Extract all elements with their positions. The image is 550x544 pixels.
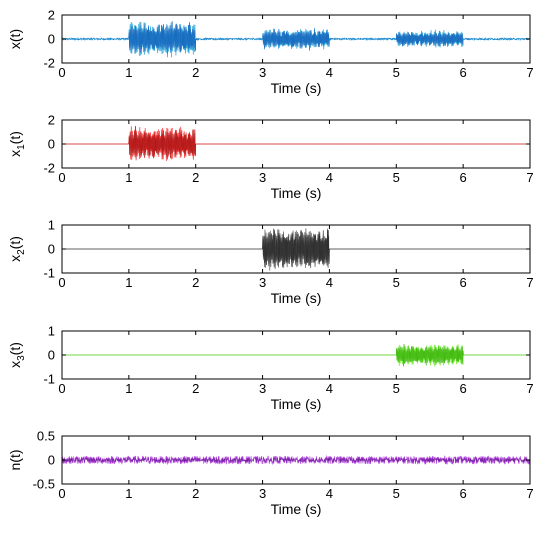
x-tick-label: 0	[58, 170, 65, 185]
x-tick-label: 0	[58, 65, 65, 80]
x-tick-label: 1	[125, 170, 132, 185]
y-tick-label: -1	[43, 266, 55, 281]
x-tick-label: 4	[326, 381, 333, 396]
y-tick-label: 0	[48, 242, 55, 257]
x-tick-label: 1	[125, 275, 132, 290]
x-tick-label: 7	[526, 381, 533, 396]
x-tick-label: 0	[58, 275, 65, 290]
y-tick-label: 1	[48, 324, 55, 339]
x-tick-label: 5	[393, 381, 400, 396]
x-tick-label: 2	[192, 486, 199, 501]
x-tick-label: 0	[58, 486, 65, 501]
x-tick-label: 6	[460, 65, 467, 80]
y-tick-label: 1	[48, 218, 55, 233]
x-tick-label: 6	[460, 381, 467, 396]
signal-series-2	[62, 125, 530, 162]
y-tick-label: -1	[43, 372, 55, 387]
x-tick-label: 6	[460, 170, 467, 185]
x-axis-title: Time (s)	[271, 185, 322, 201]
x-tick-label: 5	[393, 65, 400, 80]
y-tick-label: -2	[43, 56, 55, 71]
x-tick-label: 3	[259, 486, 266, 501]
x-tick-label: 1	[125, 486, 132, 501]
y-axis-title: x1(t)	[7, 131, 27, 157]
x-tick-label: 7	[526, 486, 533, 501]
x-tick-label: 3	[259, 275, 266, 290]
x-tick-label: 1	[125, 381, 132, 396]
x-tick-label: 5	[393, 170, 400, 185]
x-tick-label: 5	[393, 486, 400, 501]
signal-series-4	[62, 343, 530, 367]
x-tick-label: 7	[526, 65, 533, 80]
y-axis-title: n(t)	[7, 450, 23, 471]
x-tick-label: 2	[192, 381, 199, 396]
y-tick-label: 0	[48, 32, 55, 47]
x-tick-label: 2	[192, 275, 199, 290]
y-tick-label: -2	[43, 161, 55, 176]
x-tick-label: 3	[259, 381, 266, 396]
x-tick-label: 4	[326, 170, 333, 185]
x-axis-title: Time (s)	[271, 501, 322, 517]
x-tick-label: 6	[460, 275, 467, 290]
x-tick-label: 7	[526, 170, 533, 185]
x-axis-title: Time (s)	[271, 290, 322, 306]
y-tick-label: 0	[48, 453, 55, 468]
signal-series-1	[62, 21, 530, 58]
y-axis-title: x2(t)	[7, 236, 27, 262]
x-tick-label: 4	[326, 65, 333, 80]
x-axis-title: Time (s)	[271, 396, 322, 412]
x-axis-title: Time (s)	[271, 80, 322, 96]
signal-series-3	[62, 228, 530, 271]
x-tick-label: 4	[326, 486, 333, 501]
signal-series-5	[62, 454, 530, 466]
x-tick-label: 2	[192, 170, 199, 185]
y-tick-label: -0.5	[33, 477, 55, 492]
x-tick-label: 1	[125, 65, 132, 80]
y-axis-title: x(t)	[7, 29, 23, 49]
x-tick-label: 7	[526, 275, 533, 290]
y-axis-title: x3(t)	[7, 342, 27, 368]
x-tick-label: 5	[393, 275, 400, 290]
x-tick-label: 3	[259, 170, 266, 185]
x-tick-label: 3	[259, 65, 266, 80]
x-tick-label: 4	[326, 275, 333, 290]
y-tick-label: 0.5	[37, 429, 55, 444]
x-tick-label: 2	[192, 65, 199, 80]
y-tick-label: 2	[48, 8, 55, 23]
y-tick-label: 0	[48, 137, 55, 152]
y-tick-label: 0	[48, 348, 55, 363]
x-tick-label: 6	[460, 486, 467, 501]
x-tick-label: 0	[58, 381, 65, 396]
y-tick-label: 2	[48, 113, 55, 128]
